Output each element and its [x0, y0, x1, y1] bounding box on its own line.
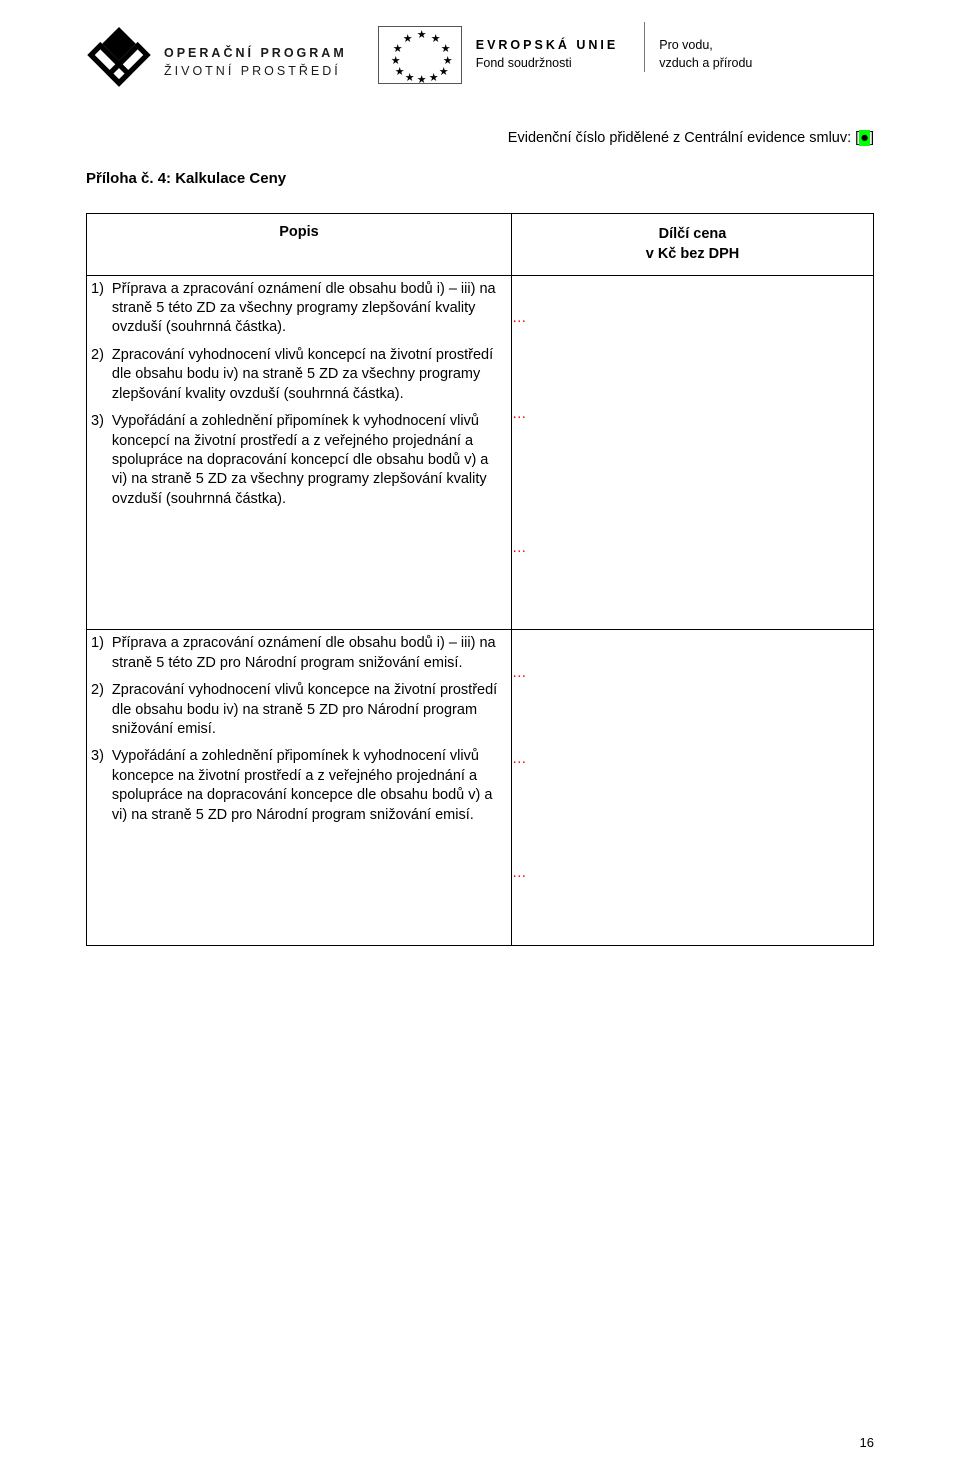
- evidence-prefix: Evidenční číslo přidělené z Centrální ev…: [508, 130, 859, 146]
- item-number: 1): [91, 634, 104, 653]
- list-item: 3) Vypořádání a zohlednění připomínek k v…: [87, 743, 511, 829]
- slogan-line1: Pro vodu,: [659, 38, 752, 52]
- item-number: 2): [91, 346, 104, 365]
- section-title: Příloha č. 4: Kalkulace Ceny: [86, 170, 874, 187]
- item-text: Zpracování vyhodnocení vlivů koncepcí na…: [112, 346, 503, 404]
- price-cell: ………: [511, 630, 873, 946]
- col-header-price: Dílčí cena v Kč bez DPH: [511, 214, 873, 276]
- item-text: Vypořádání a zohlednění připomínek k vyh…: [112, 747, 503, 825]
- eu-block: ★ ★ ★ ★ ★ ★ ★ ★ ★ ★ ★ ★ EVROPSKÁ UNIE Fo…: [377, 22, 619, 84]
- slogan-line2: vzduch a přírodu: [659, 56, 752, 70]
- price-value: …: [512, 276, 873, 362]
- slogan: Pro vodu, vzduch a přírodu: [644, 22, 752, 72]
- op-logo-mark: [86, 22, 152, 88]
- price-value: …: [512, 802, 873, 946]
- price-value: …: [512, 361, 873, 466]
- evidence-line: Evidenční číslo přidělené z Centrální ev…: [86, 130, 874, 146]
- evidence-bullet: ●: [859, 130, 870, 146]
- list-item: 1) Příprava a zpracování oznámení dle obs…: [87, 630, 511, 677]
- list-item: 3) Vypořádání a zohlednění připomínek k v…: [87, 408, 511, 513]
- list-item: 2) Zpracování vyhodnocení vlivů koncepcí …: [87, 342, 511, 408]
- header-logos: OPERAČNÍ PROGRAM ŽIVOTNÍ PROSTŘEDÍ ★ ★ ★…: [86, 22, 874, 90]
- item-text: Zpracování vyhodnocení vlivů koncepce na…: [112, 681, 503, 739]
- item-number: 2): [91, 681, 104, 700]
- item-text: Vypořádání a zohlednění připomínek k vyh…: [112, 412, 503, 509]
- price-value: …: [512, 466, 873, 629]
- op-subtitle: ŽIVOTNÍ PROSTŘEDÍ: [164, 64, 347, 78]
- desc-cell: 1) Příprava a zpracování oznámení dle obs…: [87, 275, 512, 630]
- item-number: 1): [91, 280, 104, 299]
- price-cell: ………: [511, 275, 873, 630]
- op-logo: OPERAČNÍ PROGRAM ŽIVOTNÍ PROSTŘEDÍ: [86, 22, 347, 88]
- item-text: Příprava a zpracování oznámení dle obsah…: [112, 634, 503, 673]
- list-item: 1) Příprava a zpracování oznámení dle obs…: [87, 276, 511, 342]
- op-title: OPERAČNÍ PROGRAM: [164, 46, 347, 60]
- eu-subtitle: Fond soudržnosti: [476, 56, 619, 70]
- eu-flag-icon: ★ ★ ★ ★ ★ ★ ★ ★ ★ ★ ★ ★: [378, 26, 462, 84]
- page-number: 16: [860, 1435, 874, 1450]
- price-value: …: [512, 630, 873, 716]
- item-number: 3): [91, 412, 104, 431]
- evidence-suffix: ]: [870, 130, 874, 146]
- item-text: Příprava a zpracování oznámení dle obsah…: [112, 280, 503, 338]
- eu-title: EVROPSKÁ UNIE: [476, 38, 619, 52]
- item-number: 3): [91, 747, 104, 766]
- calc-table: Popis Dílčí cena v Kč bez DPH 1) Příprava…: [86, 213, 874, 946]
- col-header-desc: Popis: [87, 214, 512, 276]
- price-value: …: [512, 716, 873, 802]
- desc-cell: 1) Příprava a zpracování oznámení dle obs…: [87, 630, 512, 946]
- list-item: 2) Zpracování vyhodnocení vlivů koncepce …: [87, 677, 511, 743]
